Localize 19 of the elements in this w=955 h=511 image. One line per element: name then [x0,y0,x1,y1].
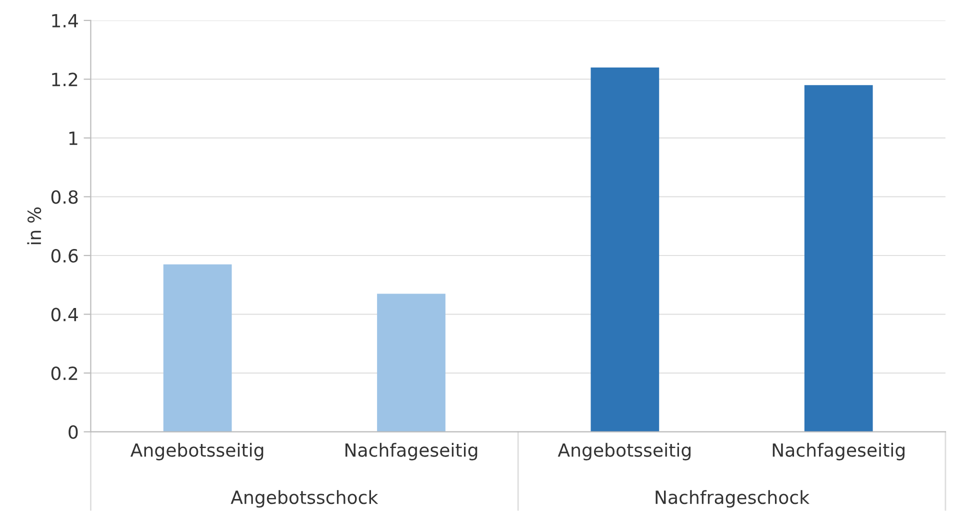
bar [590,67,660,432]
y-tick-label: 1.4 [52,14,78,28]
bar [804,85,873,432]
bar [163,264,232,432]
y-tick-label: 0.2 [51,366,78,380]
y-tick-label: 0.4 [51,308,78,322]
y-tick-label: 0 [68,425,78,439]
y-tick-label: 1.2 [52,72,78,86]
y-tick-label: 1 [69,132,78,145]
y-axis-title: in % [27,207,42,244]
y-tick-label: 0.8 [51,190,78,204]
y-tick-label: 0.6 [51,248,78,263]
x-tick-label: Angebotsseitig [558,442,691,460]
text: Angebotsschock [230,490,378,508]
text: Nachfrageschock [656,490,810,508]
x-tick-label: Nachfageseitig [346,442,478,460]
x-tick-label: Nachfageseitig [772,442,904,460]
x-tick-label: Angebotsseitig [130,442,264,460]
bar [377,294,446,432]
